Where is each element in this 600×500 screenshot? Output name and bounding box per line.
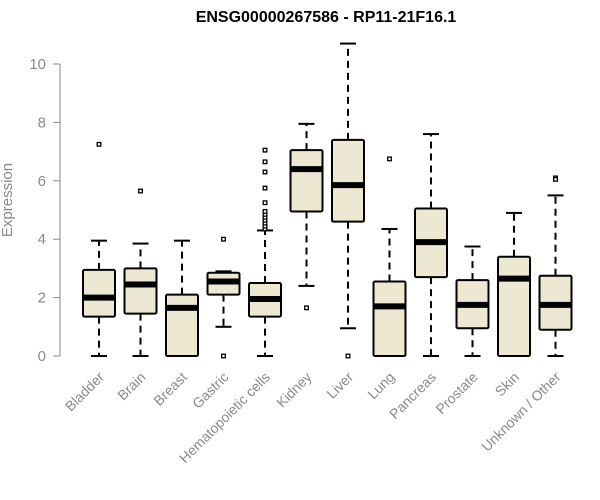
box-iqr [331,138,365,223]
x-tick-label: Bladder [62,369,108,415]
box-series [82,42,573,359]
outlier-point [262,169,268,175]
y-tick-label: 4 [38,231,46,248]
box-pancreas [414,133,448,357]
outlier-point [262,209,268,214]
box-breast [165,239,199,357]
outlier-point [262,147,268,153]
x-tick-label: Lung [364,369,397,402]
y-tick-label: 6 [38,173,46,190]
outlier-point [221,236,226,242]
box-prostate [455,245,490,357]
x-tick-label: Breast [150,369,190,409]
box-iqr [165,293,199,357]
box-lung [372,156,407,358]
box-gastric [206,236,241,359]
y-axis-title: Expression [0,163,16,237]
box-iqr [123,267,158,315]
box-brain [123,188,158,357]
box-iqr [289,149,324,213]
box-skin [497,211,531,357]
x-tick-label: Unknown / Other [478,369,564,455]
y-tick-label: 10 [29,56,46,73]
outlier-point [345,353,351,359]
box-unknown-other [538,175,573,357]
x-tick-label: Kidney [273,369,315,411]
outlier-point [262,185,268,191]
y-tick-label: 0 [38,348,46,365]
outlier-point [387,156,392,162]
outlier-point [553,176,558,182]
axes: 0 2 4 6 8 10 [29,56,61,365]
x-tick-label: Brain [114,369,148,403]
x-tick-label: Prostate [432,369,480,417]
box-hematopoietic-cells [248,147,282,357]
box-liver [331,42,365,359]
box-iqr [372,280,407,358]
x-tick-label: Liver [323,369,356,402]
outlier-point [262,200,268,206]
y-tick-label: 2 [38,290,46,307]
chart-title: ENSG00000267586 - RP11-21F16.1 [196,9,457,26]
outlier-point [221,353,226,359]
x-tick-label: Skin [492,369,523,400]
outlier-point [262,159,268,165]
outlier-point [138,188,143,194]
y-tick-label: 8 [38,114,46,131]
outlier-point [96,141,102,147]
box-bladder [82,141,116,357]
box-iqr [82,268,116,318]
box-kidney [289,122,324,311]
box-iqr [497,255,531,357]
outlier-point [304,305,309,311]
